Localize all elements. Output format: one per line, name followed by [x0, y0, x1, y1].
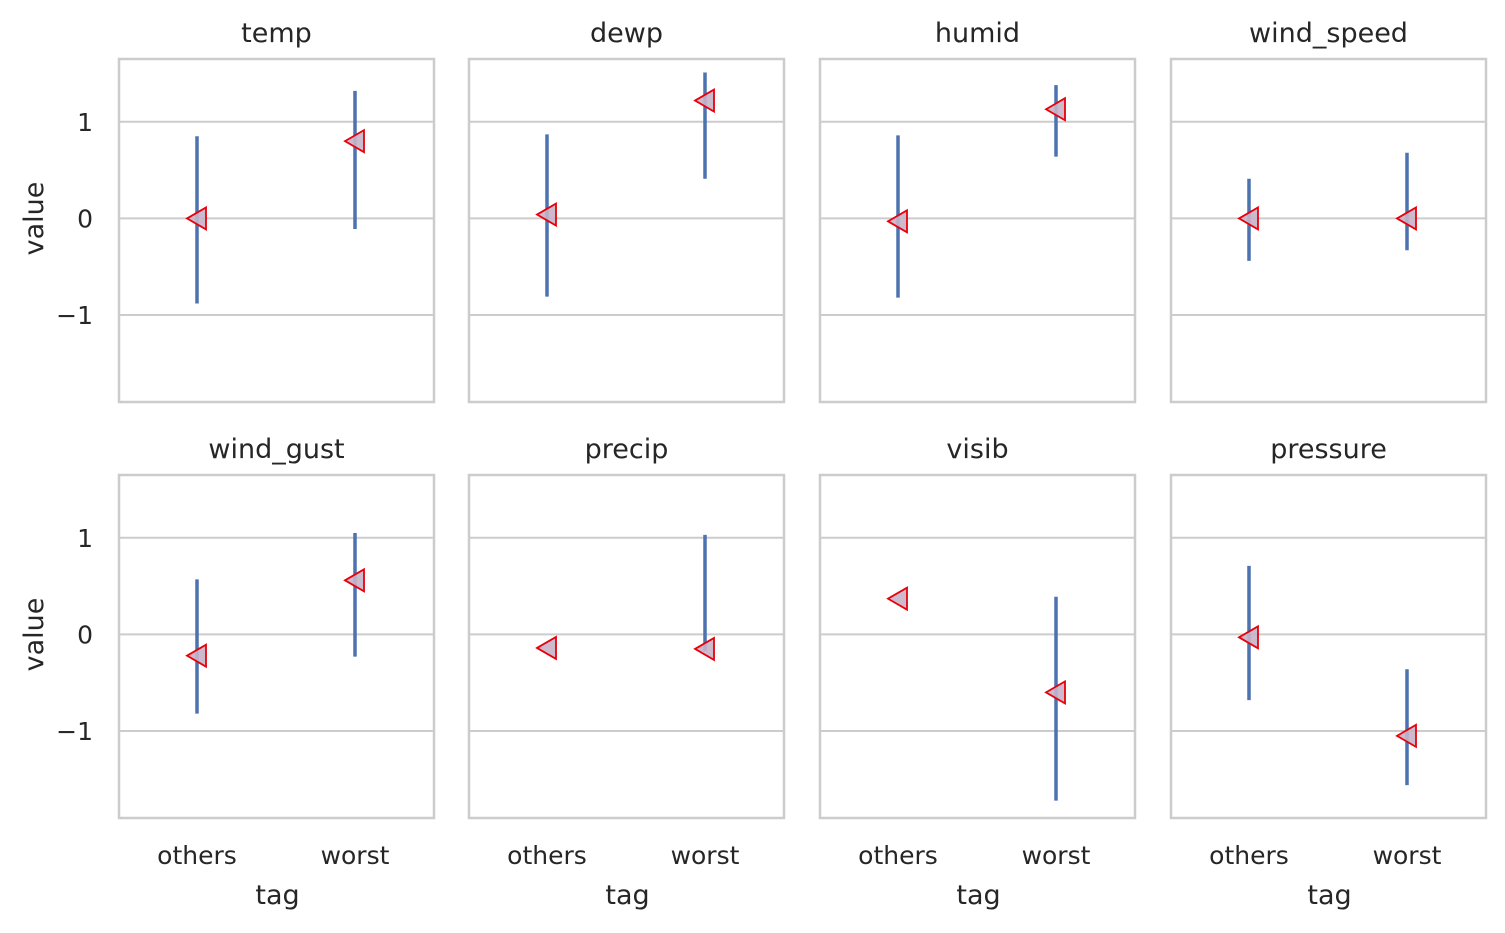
point-marker — [185, 643, 207, 669]
y-tick-label: −1 — [56, 301, 93, 330]
point-marker — [185, 205, 207, 231]
x-tick-label: worst — [1373, 841, 1442, 870]
y-tick-label: 1 — [77, 524, 93, 553]
point-marker — [1044, 96, 1066, 122]
point-marker — [1395, 723, 1417, 749]
y-tick-label: 1 — [77, 108, 93, 137]
x-axis-label: tag — [605, 880, 649, 911]
y-tick-label: 0 — [77, 620, 93, 649]
panel-frame — [818, 473, 1137, 820]
x-tick-label: others — [507, 841, 587, 870]
panel-frame — [117, 57, 436, 404]
point-marker — [693, 87, 715, 114]
x-tick-label: worst — [671, 841, 740, 870]
point-marker — [1395, 205, 1417, 231]
x-axis-label: tag — [956, 880, 1000, 911]
point-marker — [535, 635, 557, 661]
x-tick-label: others — [157, 841, 237, 870]
point-marker — [886, 208, 908, 234]
panel-title: wind_speed — [1249, 18, 1408, 49]
point-marker — [535, 201, 557, 228]
point-marker — [693, 636, 715, 662]
point-marker — [1044, 679, 1066, 705]
x-axis-label: tag — [1307, 880, 1351, 911]
panel-frame — [467, 473, 786, 820]
panel-frame — [818, 57, 1137, 404]
panel-title: precip — [585, 434, 669, 465]
x-tick-label: worst — [321, 841, 390, 870]
x-tick-label: worst — [1022, 841, 1091, 870]
y-tick-label: 0 — [77, 204, 93, 233]
panel-title: temp — [241, 18, 312, 49]
panel-title: visib — [946, 434, 1008, 465]
panel-frame — [467, 57, 786, 404]
panel-title: humid — [935, 18, 1020, 49]
point-marker — [1237, 624, 1259, 650]
point-marker — [343, 128, 365, 154]
point-marker — [343, 567, 365, 593]
x-tick-label: others — [1209, 841, 1289, 870]
x-tick-label: others — [858, 841, 938, 870]
panel-frame — [1169, 57, 1488, 404]
panel-title: dewp — [590, 18, 663, 49]
y-axis-label: value — [19, 182, 50, 256]
y-axis-label: value — [19, 598, 50, 672]
y-tick-label: −1 — [56, 717, 93, 746]
point-marker — [1237, 205, 1259, 231]
point-marker — [886, 586, 908, 612]
x-axis-label: tag — [255, 880, 299, 911]
panel-frame — [117, 473, 436, 820]
panel-title: wind_gust — [208, 434, 344, 465]
panel-frame — [1169, 473, 1488, 820]
panel-title: pressure — [1270, 434, 1387, 465]
